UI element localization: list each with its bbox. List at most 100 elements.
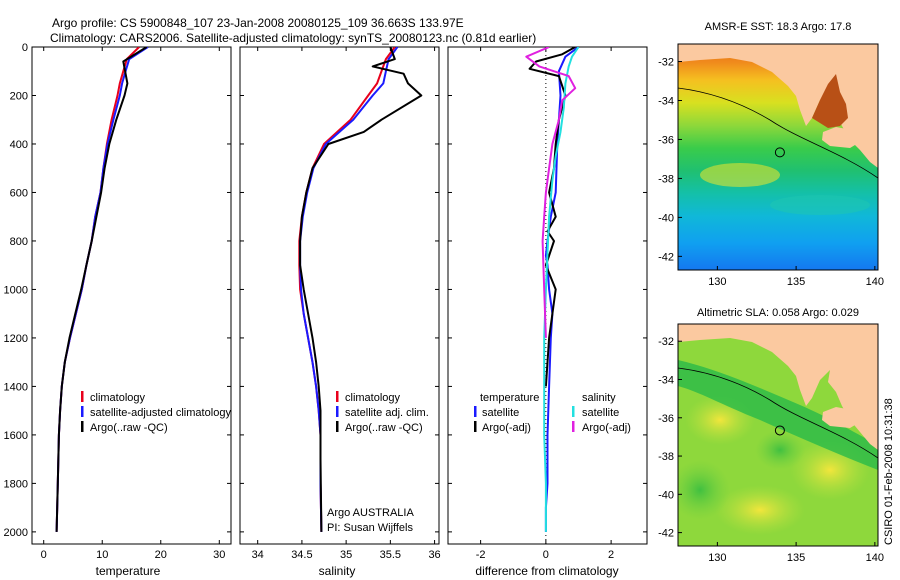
sst-float-location-marker (774, 147, 785, 158)
sla-map-frame (677, 323, 879, 547)
lat-tick-label: -38 (658, 173, 674, 185)
depth-tick-label: 200 (10, 90, 28, 102)
legend-swatch-temperature-satellite (474, 406, 477, 417)
sst-shelf-contour (678, 87, 878, 179)
lat-tick-label: -42 (658, 251, 674, 263)
x-tick-label: 0 (41, 549, 47, 561)
depth-tick-label: 1200 (4, 333, 28, 345)
legend-swatch-climatology (81, 391, 84, 402)
series-argo-raw-qc (299, 47, 423, 532)
depth-tick-label: 2000 (4, 527, 28, 539)
depth-tick-label: 800 (10, 236, 28, 248)
sst-map-title: AMSR-E SST: 18.3 Argo: 17.8 (705, 21, 852, 33)
temperature-series (55, 47, 149, 532)
sst-map-field (678, 44, 878, 270)
sst-warm-patch (700, 163, 780, 187)
sla-map-field (678, 324, 878, 546)
sla-low-patch (678, 460, 730, 520)
salinity-panel: 34 34.5 35 35.5 36 salinity climatology sate… (239, 46, 441, 578)
argo-program-label: Argo AUSTRALIA (327, 507, 414, 519)
legend-label-argo: Argo(..raw -QC) (90, 422, 168, 434)
legend-label-temperature-satellite: satellite (482, 407, 519, 419)
series-salinity-argo-adj (525, 47, 577, 338)
x-tick-label: 2 (608, 549, 614, 561)
lat-tick-label: -42 (658, 528, 674, 540)
legend-heading-salinity: salinity (582, 392, 616, 404)
sla-map-ticks: 130 135 140 -32 -34 -36 -38 -40 -42 (658, 336, 884, 564)
temperature-axis-label: temperature (96, 564, 161, 578)
legend-label-salinity-satellite: satellite (582, 407, 619, 419)
sst-map-ticks: 130 135 140 -32 -34 -36 -38 -40 -42 (658, 57, 884, 288)
difference-axis-label: difference from climatology (475, 564, 618, 578)
sla-low-patch (755, 430, 805, 470)
sst-map-panel: AMSR-E SST: 18.3 Argo: 17.8 130 135 140 -32… (658, 21, 884, 288)
spencer-gulf-water (812, 74, 848, 128)
lon-tick-label: 140 (866, 276, 884, 288)
principal-investigator-label: PI: Susan Wijffels (327, 522, 413, 534)
series-argo-raw-qc (55, 47, 148, 532)
legend-swatch-salinity-satellite (572, 406, 575, 417)
depth-axis-ticks: 0 200 400 600 800 1000 1200 1400 1600 1800 2000 (4, 42, 231, 539)
legend-swatch-climatology (336, 391, 339, 402)
lat-tick-label: -36 (658, 134, 674, 146)
lon-tick-label: 130 (708, 552, 726, 564)
difference-panel: -2 0 2 difference from climatology tempera… (447, 46, 648, 578)
salinity-plot-frame (239, 46, 440, 545)
x-tick-label: 36 (428, 549, 440, 561)
legend-swatch-satellite (336, 406, 339, 417)
lon-tick-label: 140 (866, 552, 884, 564)
australia-land (678, 44, 878, 168)
x-tick-label: 30 (213, 549, 225, 561)
depth-tick-label: 1600 (4, 430, 28, 442)
x-tick-label: 10 (96, 549, 108, 561)
depth-tick-label: 1400 (4, 381, 28, 393)
lat-tick-label: -40 (658, 212, 674, 224)
sla-map-panel: Altimetric SLA: 0.058 Argo: 0.029 130 135… (658, 307, 884, 564)
salinity-series (298, 47, 423, 532)
legend-swatch-satellite (81, 406, 84, 417)
x-tick-label: 34.5 (291, 549, 312, 561)
lat-tick-label: -36 (658, 413, 674, 425)
x-tick-label: 20 (155, 549, 167, 561)
difference-series (525, 47, 580, 532)
legend-label-climatology: climatology (90, 392, 146, 404)
legend-swatch-temperature-argo (474, 421, 477, 432)
temperature-legend: climatology satellite-adjusted climatolo… (81, 391, 231, 434)
salinity-axis-ticks: 34 34.5 35 35.5 36 (252, 47, 441, 561)
lon-tick-label: 130 (708, 276, 726, 288)
lat-tick-label: -34 (658, 375, 674, 387)
temperature-axis-ticks: 0 10 20 30 (41, 47, 225, 561)
salinity-axis-label: salinity (319, 564, 356, 578)
sst-cool-patch (770, 195, 870, 215)
depth-tick-label: 400 (10, 139, 28, 151)
sla-map-title: Altimetric SLA: 0.058 Argo: 0.029 (697, 307, 859, 319)
x-tick-label: -2 (476, 549, 486, 561)
temperature-plot-frame (31, 46, 232, 545)
legend-label-temperature-argo: Argo(-adj) (482, 422, 531, 434)
depth-tick-label: 0 (22, 42, 28, 54)
lat-tick-label: -38 (658, 451, 674, 463)
salinity-legend: climatology satellite adj. clim. Argo(..… (336, 391, 429, 434)
lon-tick-label: 135 (787, 276, 805, 288)
difference-legend-salinity: salinity satellite Argo(-adj) (572, 392, 631, 434)
kangaroo-island (822, 127, 860, 148)
salinity-depth-ticks (240, 46, 439, 533)
kangaroo-island (822, 407, 860, 428)
lon-tick-label: 135 (787, 552, 805, 564)
x-tick-label: 35 (340, 549, 352, 561)
legend-label-satellite: satellite-adjusted climatology (90, 407, 231, 419)
difference-depth-ticks (448, 46, 647, 533)
legend-heading-temperature: temperature (480, 392, 539, 404)
lat-tick-label: -40 (658, 489, 674, 501)
creation-timestamp: CSIRO 01-Feb-2008 10:31:38 (883, 398, 895, 545)
depth-tick-label: 1000 (4, 284, 28, 296)
difference-legend-temperature: temperature satellite Argo(-adj) (474, 392, 539, 434)
lat-tick-label: -32 (658, 336, 674, 348)
lat-tick-label: -34 (658, 96, 674, 108)
sla-shelf-band (678, 360, 878, 470)
legend-swatch-argo (336, 421, 339, 432)
legend-label-argo: Argo(..raw -QC) (345, 422, 423, 434)
legend-label-satellite: satellite adj. clim. (345, 407, 429, 419)
sla-float-location-marker (774, 425, 785, 436)
